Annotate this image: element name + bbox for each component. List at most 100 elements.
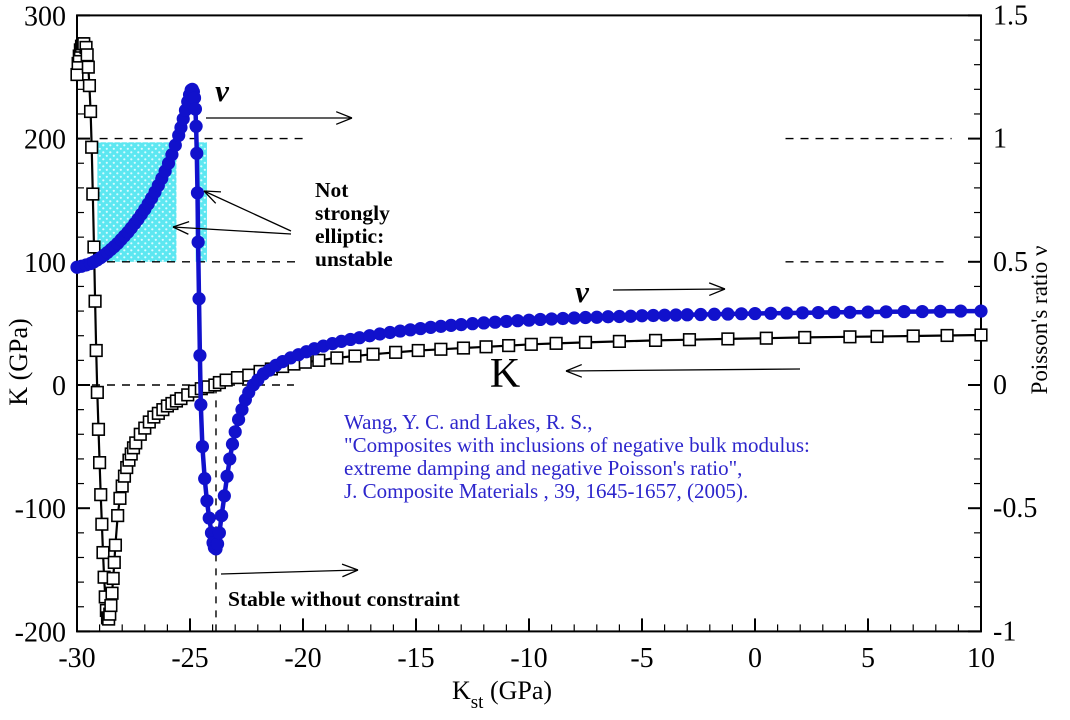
nu-marker	[363, 329, 377, 343]
not-elliptic-arrow-upper	[203, 190, 292, 232]
k-marker	[83, 104, 98, 119]
chart-element	[203, 190, 292, 232]
k-marker	[870, 329, 884, 344]
k-marker	[759, 331, 773, 345]
x-tick-label: -5	[630, 643, 653, 674]
nu-marker	[217, 489, 231, 503]
y-left-tick-label: 200	[24, 125, 66, 156]
citation-line-2: "Composites with inclusions of negative …	[344, 433, 810, 457]
nu-marker	[721, 307, 735, 321]
not-elliptic-line-1: Not	[315, 178, 349, 202]
chart-element	[220, 569, 359, 575]
chart-element	[335, 117, 353, 125]
k-marker	[389, 345, 403, 359]
chart-element	[708, 282, 726, 290]
citation-line-1: Wang, Y. C. and Lakes, R. S.,	[344, 410, 593, 434]
y-right-tick-label: -0.5	[993, 493, 1037, 524]
nu-marker	[454, 318, 468, 332]
k-marker	[974, 328, 988, 342]
nu-marker	[612, 309, 627, 324]
nu-marker	[522, 313, 536, 327]
k-marker	[70, 67, 84, 82]
nu-marker	[212, 526, 226, 540]
k-marker	[648, 333, 663, 348]
k-marker	[81, 60, 95, 74]
nu-marker	[545, 312, 559, 326]
nu-marker	[954, 304, 968, 318]
annotation-arrows	[172, 111, 801, 578]
chart-element	[172, 226, 292, 235]
not-elliptic-line-4: unstable	[315, 247, 393, 271]
k-marker	[940, 328, 954, 343]
dashed-guides	[77, 137, 952, 632]
nu-marker	[843, 305, 857, 319]
chart-element	[172, 221, 190, 228]
chart-element	[203, 190, 217, 204]
k-marker	[86, 187, 100, 201]
x-tick-label: 0	[748, 643, 762, 674]
k-marker	[80, 48, 94, 62]
k-marker	[93, 456, 107, 470]
k-marker	[524, 337, 538, 351]
k-marker	[89, 343, 103, 358]
nu-marker	[578, 310, 593, 325]
chart-element	[565, 363, 582, 372]
nu-marker	[403, 323, 417, 337]
nu-marker	[352, 331, 367, 345]
nu-marker	[624, 309, 638, 323]
nu-marker	[393, 324, 407, 338]
y-left-tick-label: 300	[24, 1, 66, 32]
k-marker	[111, 508, 125, 523]
y-right-tick-label: 0.5	[993, 247, 1028, 278]
x-tick-label: 10	[967, 643, 995, 674]
axes: -30 -25 -20 -15 -10 -5 0 5 10-200-1000100200300-…	[15, 0, 1038, 674]
k-marker	[843, 330, 857, 344]
nu-marker	[811, 305, 825, 320]
nu-marker	[795, 306, 810, 320]
nu-marker	[658, 308, 672, 322]
y-right-tick-label: 1.5	[993, 0, 1028, 31]
nu-marker	[220, 469, 234, 483]
stable-arrow	[220, 563, 359, 578]
nu-marker	[533, 312, 547, 327]
x-tick-label: -20	[284, 643, 321, 674]
nu-marker	[734, 307, 749, 321]
k-marker	[479, 340, 493, 354]
nu-marker	[635, 309, 649, 323]
k-marker	[312, 353, 326, 367]
chart-element	[342, 569, 359, 578]
x-tick-label: -30	[58, 643, 95, 674]
nu-marker	[567, 311, 581, 325]
nu-marker	[974, 304, 988, 318]
x-tick-label: -10	[510, 643, 547, 674]
not-elliptic-line-2: strongly	[315, 201, 390, 225]
nu-label-top: ν	[215, 73, 230, 108]
nu-top-arrow	[206, 111, 353, 125]
nu-marker	[933, 304, 947, 318]
nu-marker	[646, 308, 660, 323]
nu-marker	[879, 305, 893, 319]
nu-marker	[193, 348, 207, 363]
chart-element: st	[471, 692, 484, 713]
nu-marker	[680, 308, 694, 322]
nu-mid-arrow	[612, 282, 726, 297]
nu-marker	[373, 327, 387, 341]
nu-marker	[694, 307, 708, 322]
k-marker	[612, 334, 626, 348]
not-elliptic-line-3: elliptic:	[315, 224, 384, 248]
right-axis-title: Poisson's ratio ν	[1027, 246, 1052, 395]
k-marker	[94, 488, 108, 502]
nu-label-mid: ν	[575, 274, 590, 309]
nu-marker	[511, 314, 525, 328]
nu-marker	[210, 537, 225, 551]
k-marker	[721, 332, 735, 346]
nu-marker	[488, 315, 502, 329]
left-axis-title: K (GPa)	[4, 318, 33, 405]
nu-marker	[187, 91, 202, 105]
y-left-tick-label: 100	[24, 248, 66, 279]
citation-line-3: extreme damping and negative Poisson's r…	[344, 456, 742, 480]
nu-marker	[215, 508, 229, 523]
k-marker	[330, 351, 344, 365]
nu-marker	[413, 321, 428, 336]
nu-marker	[228, 425, 242, 439]
